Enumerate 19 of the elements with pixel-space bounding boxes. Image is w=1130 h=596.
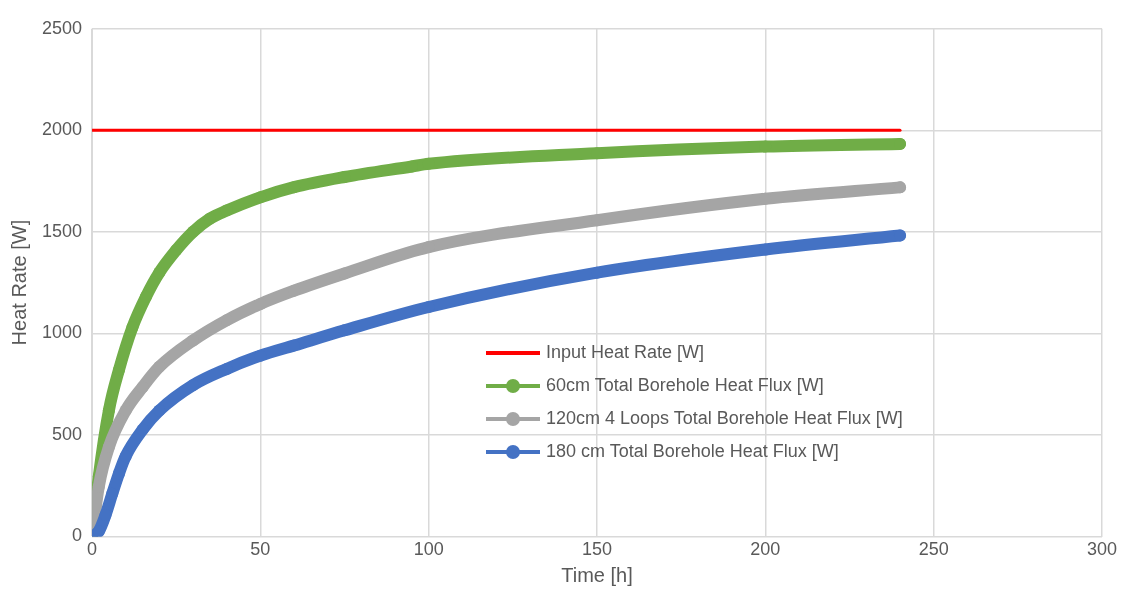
legend-label: 60cm Total Borehole Heat Flux [W] — [546, 374, 824, 397]
x-tick-label: 300 — [1086, 539, 1118, 560]
y-tick-label: 0 — [72, 525, 83, 546]
x-tick-label: 150 — [582, 539, 613, 560]
x-tick-label: 200 — [750, 539, 781, 560]
y-tick-label: 2000 — [42, 119, 83, 140]
legend-label: Input Heat Rate [W] — [546, 341, 705, 364]
y-tick-label: 1500 — [42, 220, 83, 241]
y-tick-label: 500 — [52, 423, 83, 444]
x-tick-label: 250 — [918, 539, 949, 560]
x-axis-title: Time [h] — [561, 563, 633, 586]
y-axis-title: Heat Rate [W] — [7, 219, 30, 346]
y-tick-label: 1000 — [42, 322, 83, 343]
x-tick-label: 0 — [87, 539, 98, 560]
legend-label: 120cm 4 Loops Total Borehole Heat Flux [W] — [546, 407, 903, 430]
x-tick-label: 100 — [413, 539, 444, 560]
legend-label: 180 cm Total Borehole Heat Flux [W] — [546, 440, 839, 463]
x-tick-label: 50 — [250, 539, 271, 560]
y-tick-label: 2500 — [42, 17, 83, 38]
